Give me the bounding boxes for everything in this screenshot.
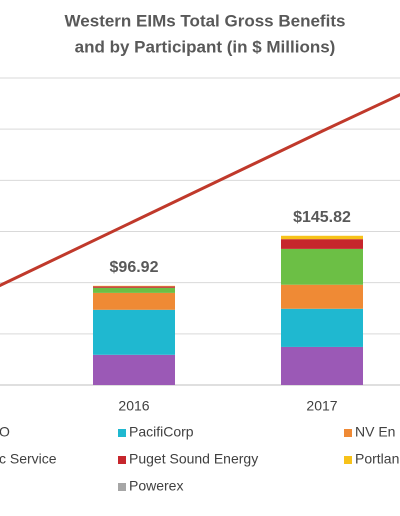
x-tick-label: 2016: [118, 398, 149, 414]
legend-label: PacifiCorp: [129, 424, 194, 440]
chart-title: Western EIMs Total Gross Benefits: [65, 11, 346, 30]
bar-segment: [93, 292, 175, 310]
grid: [0, 77, 400, 386]
legend-swatch: [118, 456, 126, 464]
bar-segment: [281, 239, 363, 249]
bars: [93, 235, 363, 385]
bar-segment: [281, 346, 363, 385]
bar-segment: [281, 308, 363, 347]
legend-swatch: [344, 456, 352, 464]
line: [0, 93, 400, 288]
line-layer: [0, 93, 400, 288]
legend-label: NV En: [355, 424, 395, 440]
legend-label: c Service: [0, 451, 57, 467]
x-tick-label: 2017: [306, 398, 337, 414]
total-label: $145.82: [293, 209, 351, 226]
total-label: $96.92: [110, 259, 159, 276]
bar-segment: [281, 284, 363, 309]
bar-segment: [281, 248, 363, 285]
bar-segment: [281, 235, 363, 240]
legend-label: Powerex: [129, 478, 183, 494]
bar-segment: [93, 286, 175, 288]
legend-swatch: [118, 429, 126, 437]
chart-title: and by Participant (in $ Millions): [75, 37, 336, 56]
legend-label: O: [0, 424, 10, 440]
legend-label: Portlan: [355, 451, 399, 467]
bar-segment: [93, 354, 175, 385]
legend: O PacifiCorp NV En c Service Puget Sound Ene…: [0, 424, 399, 494]
labels: 2016 $96.92 2017 $145.82: [110, 209, 351, 414]
legend-swatch: [118, 483, 126, 491]
legend-label: Puget Sound Energy: [129, 451, 258, 467]
legend-swatch: [344, 429, 352, 437]
bar-segment: [93, 309, 175, 355]
bar-segment: [93, 287, 175, 293]
